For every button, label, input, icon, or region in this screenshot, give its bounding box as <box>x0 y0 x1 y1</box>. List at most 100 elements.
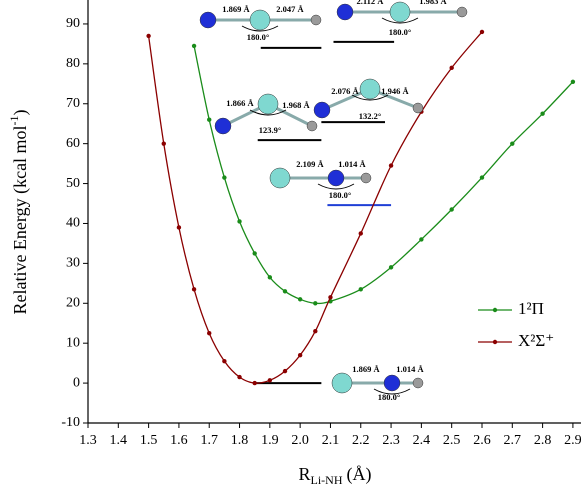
data-point <box>222 358 227 364</box>
y-tick-label: 60 <box>66 136 80 151</box>
x-tick-label: 2.8 <box>534 433 552 448</box>
y-tick-label: 70 <box>66 96 80 111</box>
atom <box>360 172 372 184</box>
atom <box>199 11 217 29</box>
y-tick-label: 50 <box>66 176 80 191</box>
x-tick-label: 1.7 <box>200 433 218 448</box>
data-point <box>146 33 151 39</box>
structure-label: 2.112 Å <box>357 0 385 6</box>
structure-label: 2.076 Å <box>331 86 359 96</box>
atom <box>412 377 424 389</box>
legend-label: 1²Π <box>518 299 544 318</box>
data-point <box>191 43 197 49</box>
atom <box>331 372 353 394</box>
structure-label: 1.866 Å <box>226 98 254 108</box>
data-point <box>191 287 197 292</box>
data-point <box>222 175 227 180</box>
data-point <box>388 163 394 168</box>
data-point <box>282 289 288 294</box>
structure-label: 1.014 Å <box>338 159 366 169</box>
structure-label: 180.0° <box>378 392 401 402</box>
data-point <box>313 329 318 334</box>
structure-label: 180.0° <box>389 27 412 37</box>
data-point <box>570 79 576 85</box>
y-tick-label: 40 <box>66 216 80 231</box>
structure-label: 1.968 Å <box>282 100 310 110</box>
data-point <box>252 380 257 386</box>
atom <box>383 374 401 392</box>
atom <box>269 167 291 189</box>
structure-label: 2.109 Å <box>296 159 324 169</box>
data-point <box>479 175 485 180</box>
x-tick-label: 2.1 <box>322 433 340 448</box>
data-point <box>358 287 363 292</box>
atom <box>456 6 468 18</box>
y-axis-label: Relative Energy (kcal mol-1) <box>7 109 31 314</box>
atom <box>313 101 331 119</box>
x-tick-label: 2.7 <box>504 433 522 448</box>
x-tick-label: 2.5 <box>443 433 461 448</box>
x-tick-label: 2.2 <box>352 433 370 448</box>
x-tick-label: 2.0 <box>291 433 309 448</box>
y-tick-label: 30 <box>66 256 80 271</box>
legend-label: X²Σ⁺ <box>518 331 554 350</box>
data-point <box>252 251 257 256</box>
structure-label: 123.9° <box>259 125 282 135</box>
data-point <box>449 207 454 212</box>
data-point <box>313 301 318 306</box>
angle-arc <box>381 17 419 24</box>
structure-label: 180.0° <box>329 190 352 200</box>
data-point <box>267 275 273 280</box>
x-axis-label: RLi-NH (Å) <box>298 464 371 487</box>
atom <box>310 14 322 26</box>
atom <box>359 78 381 100</box>
atom <box>249 9 271 31</box>
atom <box>306 120 318 132</box>
data-point <box>510 141 515 146</box>
x-tick-label: 1.6 <box>170 433 188 448</box>
data-point <box>479 29 485 35</box>
data-point <box>449 65 454 71</box>
y-tick-label: 90 <box>66 16 80 31</box>
x-label-main: R <box>298 464 310 484</box>
x-label-sub: Li-NH <box>311 473 343 487</box>
x-label-unit: (Å) <box>347 464 372 485</box>
data-point <box>161 141 166 146</box>
atom <box>257 93 279 115</box>
y-tick-label: 10 <box>66 335 80 350</box>
atom <box>214 117 232 135</box>
atom <box>389 1 411 23</box>
angle-arc <box>249 109 287 116</box>
angle-arc <box>241 25 279 32</box>
series-line <box>193 45 574 305</box>
x-tick-label: 1.5 <box>140 433 158 448</box>
angle-arc <box>373 388 411 395</box>
x-tick-label: 2.9 <box>564 433 581 448</box>
data-point <box>176 225 182 230</box>
y-label-main: Relative Energy (kcal mol <box>10 125 31 314</box>
data-point <box>358 231 363 236</box>
x-tick-label: 1.8 <box>231 433 249 448</box>
x-tick-label: 2.6 <box>473 433 491 448</box>
legend-marker <box>492 307 498 313</box>
angle-arc <box>351 94 389 101</box>
angle-arc <box>317 183 355 190</box>
y-tick-label: 0 <box>73 375 80 390</box>
y-tick-label: -10 <box>61 415 80 430</box>
legend-marker <box>492 339 498 345</box>
y-tick-label: 20 <box>66 296 80 311</box>
data-point <box>207 331 212 336</box>
structure-label: 1.869 Å <box>352 364 380 374</box>
data-point <box>282 368 288 374</box>
structure-label: 1.983 Å <box>419 0 447 6</box>
structure-label: 180.0° <box>247 32 270 42</box>
data-point <box>540 111 545 116</box>
data-point <box>207 117 212 122</box>
data-point <box>267 378 273 383</box>
data-point <box>419 237 424 242</box>
data-point <box>388 265 394 270</box>
structure-label: 2.047 Å <box>276 4 304 14</box>
atom <box>327 169 345 187</box>
atom <box>412 102 424 114</box>
